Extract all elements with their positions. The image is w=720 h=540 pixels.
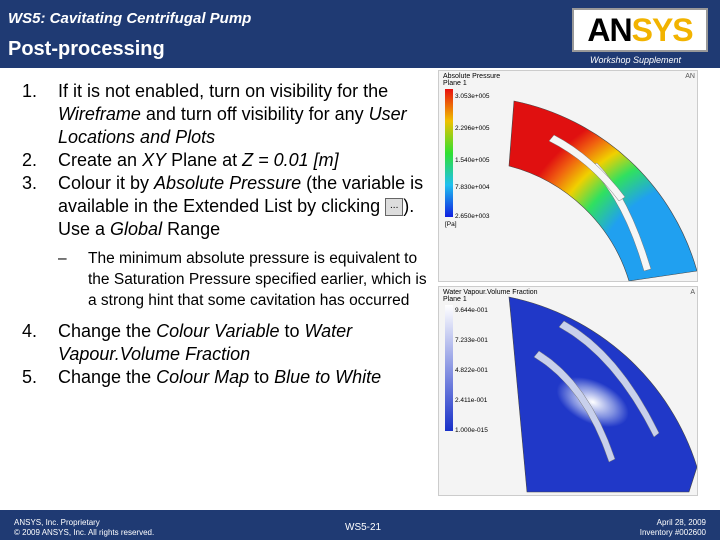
- step-text: Global: [110, 219, 163, 239]
- pressure-legend-label: 2.296e+005: [455, 125, 490, 132]
- substep-dash: –: [58, 250, 67, 267]
- impeller-blade: [558, 320, 660, 438]
- step-text: Change the: [58, 367, 157, 387]
- pressure-contour-plot: [445, 89, 697, 281]
- step-text: Colour Variable: [156, 321, 280, 341]
- vapour-contour-panel: Water Vapour.Volume Fraction Plane 1 9.64…: [438, 286, 698, 496]
- vapour-legend-label: 1.000e-015: [455, 427, 488, 434]
- step-text: Colour Map: [156, 367, 250, 387]
- step-text: to: [279, 321, 305, 341]
- step-text: Colour it by: [58, 173, 155, 193]
- pressure-legend-label: 3.053e+005: [455, 93, 490, 100]
- pressure-contour-panel: Absolute Pressure Plane 1 3.053e+005 2.29…: [438, 70, 698, 282]
- step-item: 3. Colour it by Absolute Pressure (the va…: [18, 172, 428, 241]
- vapour-legend-label: 7.233e-001: [455, 337, 488, 344]
- copyright-note: © 2009 ANSYS, Inc. All rights reserved.: [14, 528, 155, 537]
- vapour-plane: Plane 1: [443, 296, 467, 303]
- step-item: 2. Create an XY Plane at Z = 0.01 [m]: [18, 149, 428, 172]
- step-text: Blue to White: [274, 367, 382, 387]
- step-text: XY: [142, 150, 167, 170]
- pressure-legend-label: 7.830e+004: [455, 184, 490, 191]
- step-item: 1. If it is not enabled, turn on visibili…: [18, 80, 428, 149]
- pressure-legend-label: 1.540e+005: [455, 157, 490, 164]
- slide-subtitle: WS5: Cavitating Centrifugal Pump: [8, 10, 252, 27]
- pressure-contour-sector: [508, 100, 697, 281]
- page-number: WS5-21: [345, 522, 382, 533]
- slide-title: Post-processing: [8, 38, 165, 60]
- step-text: Create an: [58, 150, 143, 170]
- footer-date: April 28, 2009: [656, 518, 706, 527]
- step-text: Absolute Pressure: [154, 173, 302, 193]
- inventory-number: Inventory #002600: [639, 528, 706, 537]
- proprietary-note: ANSYS, Inc. Proprietary: [14, 518, 100, 527]
- step-text: Z = 0.01 [m]: [242, 150, 339, 170]
- slide-footer: ANSYS, Inc. Proprietary © 2009 ANSYS, Inc…: [0, 510, 720, 540]
- step-text: Range: [162, 219, 221, 239]
- step-text: User Locations and Plots: [58, 104, 407, 147]
- step-number: 4.: [22, 321, 38, 341]
- vapour-contour-plot: [445, 296, 697, 493]
- step-number: 2.: [22, 150, 38, 170]
- vapour-legend-bar: [445, 305, 453, 431]
- step-number: 3.: [22, 173, 38, 193]
- ansys-logo: AN SYS: [572, 8, 708, 52]
- panel-corner-label: AN: [685, 73, 695, 80]
- pressure-title: Absolute Pressure: [443, 73, 501, 80]
- substep: – The minimum absolute pressure is equiv…: [18, 248, 428, 311]
- step-text: ). Use a: [58, 196, 415, 239]
- step-text: Plane at: [166, 150, 243, 170]
- step-item: 4. Change the Colour Variable to Water Va…: [18, 320, 428, 366]
- step-text: Water Vapour.Volume Fraction: [58, 321, 353, 364]
- ellipsis-button: ...: [385, 198, 404, 217]
- step-text: to: [249, 367, 275, 387]
- instruction-list: 1. If it is not enabled, turn on visibili…: [18, 80, 428, 389]
- vapour-title: Water Vapour.Volume Fraction: [443, 289, 538, 296]
- slide-header: WS5: Cavitating Centrifugal Pump Post-pr…: [0, 0, 720, 68]
- step-text: (the variable is available in the Extend…: [58, 173, 424, 216]
- step-number: 5.: [22, 367, 38, 387]
- vapour-legend-label: 9.644e-001: [455, 307, 488, 314]
- step-text: If it is not enabled, turn on visibility…: [58, 81, 389, 101]
- impeller-blade: [548, 134, 626, 202]
- pressure-legend-bar: [445, 89, 453, 217]
- step-text: Wireframe: [58, 104, 141, 124]
- impeller-blade: [533, 350, 616, 463]
- step-item: 5. Change the Colour Map to Blue to White: [18, 366, 428, 389]
- pressure-plane: Plane 1: [443, 80, 467, 87]
- pressure-legend-label: 2.650e+003: [455, 213, 490, 220]
- panel-corner-label: A: [690, 289, 695, 296]
- step-text: Change the: [58, 321, 157, 341]
- workshop-supplement-label: Workshop Supplement: [590, 55, 682, 65]
- step-text: and turn off visibility for any: [140, 104, 369, 124]
- step-number: 1.: [22, 81, 38, 101]
- substep-text: The minimum absolute pressure is equival…: [88, 250, 427, 309]
- vapour-legend-label: 4.822e-001: [455, 367, 488, 374]
- pressure-unit: [Pa]: [445, 221, 457, 228]
- vapour-legend-label: 2.411e-001: [455, 397, 488, 404]
